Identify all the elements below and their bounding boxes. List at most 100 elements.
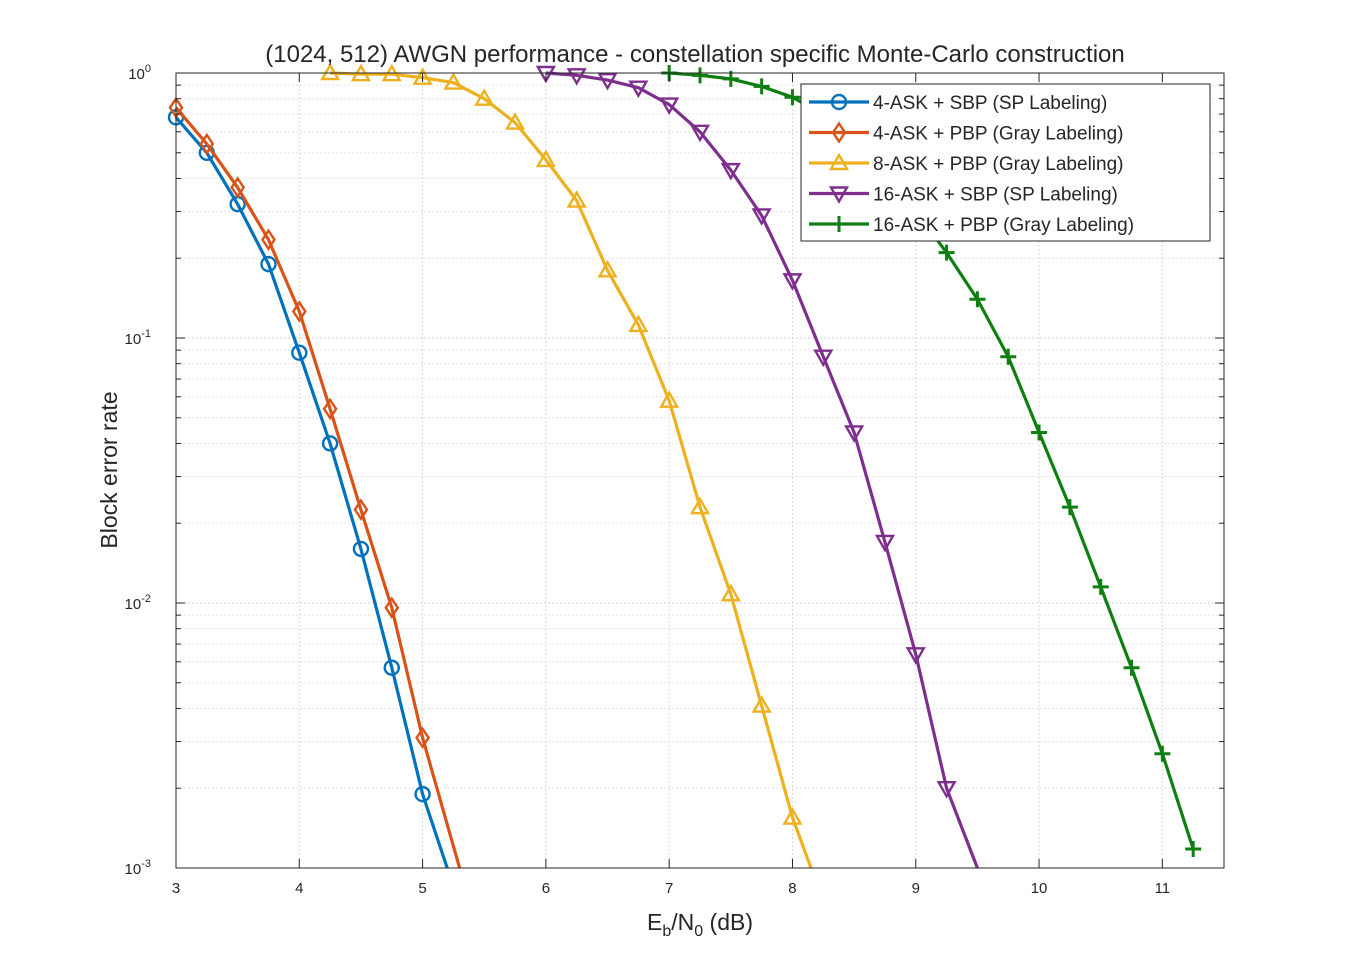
data-point xyxy=(692,67,708,84)
x-tick-label: 6 xyxy=(542,880,550,897)
data-point xyxy=(628,80,649,99)
axis-ticks: 3 4 5 6 7 8 9 10 11 100 10-1 10-2 10-3 xyxy=(125,63,1224,897)
data-point xyxy=(689,496,711,515)
x-tick-label: 4 xyxy=(295,880,303,897)
legend-marker xyxy=(828,186,850,204)
y-tick-label: 10-2 xyxy=(125,593,151,613)
data-point xyxy=(566,190,587,208)
legend-marker xyxy=(831,121,847,144)
legend-marker xyxy=(831,216,847,232)
data-point xyxy=(720,583,741,602)
data-point xyxy=(659,97,680,116)
data-point xyxy=(443,72,464,90)
data-point xyxy=(412,67,433,85)
legend-label: 8-ASK + PBP (Gray Labeling) xyxy=(873,154,1123,175)
series-line xyxy=(545,71,979,869)
data-point xyxy=(535,149,556,168)
chart-title: (1024, 512) AWGN performance - constella… xyxy=(265,41,1125,68)
data-point xyxy=(753,78,770,95)
series-line xyxy=(174,106,462,869)
data-point xyxy=(597,72,618,91)
data-point xyxy=(1031,424,1048,441)
data-point xyxy=(751,695,772,713)
data-point xyxy=(905,647,926,665)
data-point xyxy=(260,255,277,273)
x-tick-label: 7 xyxy=(665,880,673,897)
data-point xyxy=(414,785,431,803)
data-point xyxy=(969,291,986,308)
legend: 4-ASK + SBP (SP Labeling) 4-ASK + PBP (Gr… xyxy=(800,83,1211,242)
data-point xyxy=(321,435,339,452)
legend-item: 4-ASK + SBP (SP Labeling) xyxy=(809,93,1107,114)
x-tick-label: 10 xyxy=(1031,880,1048,897)
x-tick-label: 5 xyxy=(418,880,426,897)
data-point xyxy=(474,88,495,106)
y-axis-label: Block error rate xyxy=(96,391,122,548)
data-point xyxy=(782,807,803,825)
x-tick-label: 9 xyxy=(912,880,920,897)
x-axis-label: Eb/N0 (dB) xyxy=(647,909,753,940)
x-tick-label: 8 xyxy=(788,880,796,897)
legend-item: 4-ASK + PBP (Gray Labeling) xyxy=(809,121,1123,145)
data-point xyxy=(384,596,400,619)
data-point xyxy=(874,534,896,553)
data-point xyxy=(1185,840,1202,857)
data-point xyxy=(535,65,556,84)
legend-item: 8-ASK + PBP (Gray Labeling) xyxy=(809,152,1123,175)
series-2 xyxy=(168,96,462,869)
data-point xyxy=(1092,578,1109,595)
axes-box xyxy=(175,72,1225,869)
series-layer xyxy=(167,62,1202,869)
axes-frame xyxy=(175,72,1225,869)
legend-label: 4-ASK + PBP (Gray Labeling) xyxy=(873,124,1123,145)
y-tick-label: 10-3 xyxy=(125,858,151,878)
data-point xyxy=(383,659,400,676)
series-line xyxy=(174,116,449,869)
data-point xyxy=(628,314,649,333)
legend-label: 4-ASK + SBP (SP Labeling) xyxy=(873,93,1107,114)
data-point xyxy=(291,300,307,323)
series-3 xyxy=(320,62,813,869)
data-point xyxy=(720,162,741,181)
data-point xyxy=(813,349,834,368)
legend-label: 16-ASK + SBP (SP Labeling) xyxy=(873,185,1118,206)
legend-item: 16-ASK + SBP (SP Labeling) xyxy=(809,185,1118,206)
data-point xyxy=(782,273,803,291)
data-point xyxy=(1000,348,1017,365)
data-point xyxy=(784,89,801,106)
data-point xyxy=(938,244,955,261)
data-point xyxy=(230,176,246,199)
data-point xyxy=(352,540,370,558)
legend-label: 16-ASK + PBP (Gray Labeling) xyxy=(873,215,1134,236)
data-point xyxy=(1061,499,1078,516)
data-point xyxy=(1154,745,1171,762)
series-4 xyxy=(535,65,979,869)
legend-marker xyxy=(830,93,848,111)
data-point xyxy=(415,726,431,749)
x-tick-label: 3 xyxy=(172,880,180,897)
data-point xyxy=(504,112,526,130)
data-point xyxy=(291,344,308,361)
data-point xyxy=(261,228,276,251)
y-tick-label: 10-1 xyxy=(125,328,151,348)
series-line xyxy=(330,71,813,869)
data-point xyxy=(597,259,618,278)
legend-marker xyxy=(828,152,850,171)
data-point xyxy=(722,70,739,87)
data-point xyxy=(322,397,338,421)
legend-item: 16-ASK + PBP (Gray Labeling) xyxy=(809,215,1134,236)
data-point xyxy=(353,498,369,521)
y-tick-label: 100 xyxy=(128,63,151,83)
data-point xyxy=(936,781,957,799)
data-point xyxy=(320,62,341,81)
data-point xyxy=(844,425,865,443)
data-point xyxy=(199,132,215,156)
data-point xyxy=(566,68,587,86)
data-point xyxy=(751,208,772,226)
legend-box xyxy=(800,83,1211,242)
x-tick-label: 11 xyxy=(1155,880,1171,897)
data-point xyxy=(689,124,711,143)
data-point xyxy=(659,390,680,408)
data-point xyxy=(1123,659,1140,676)
